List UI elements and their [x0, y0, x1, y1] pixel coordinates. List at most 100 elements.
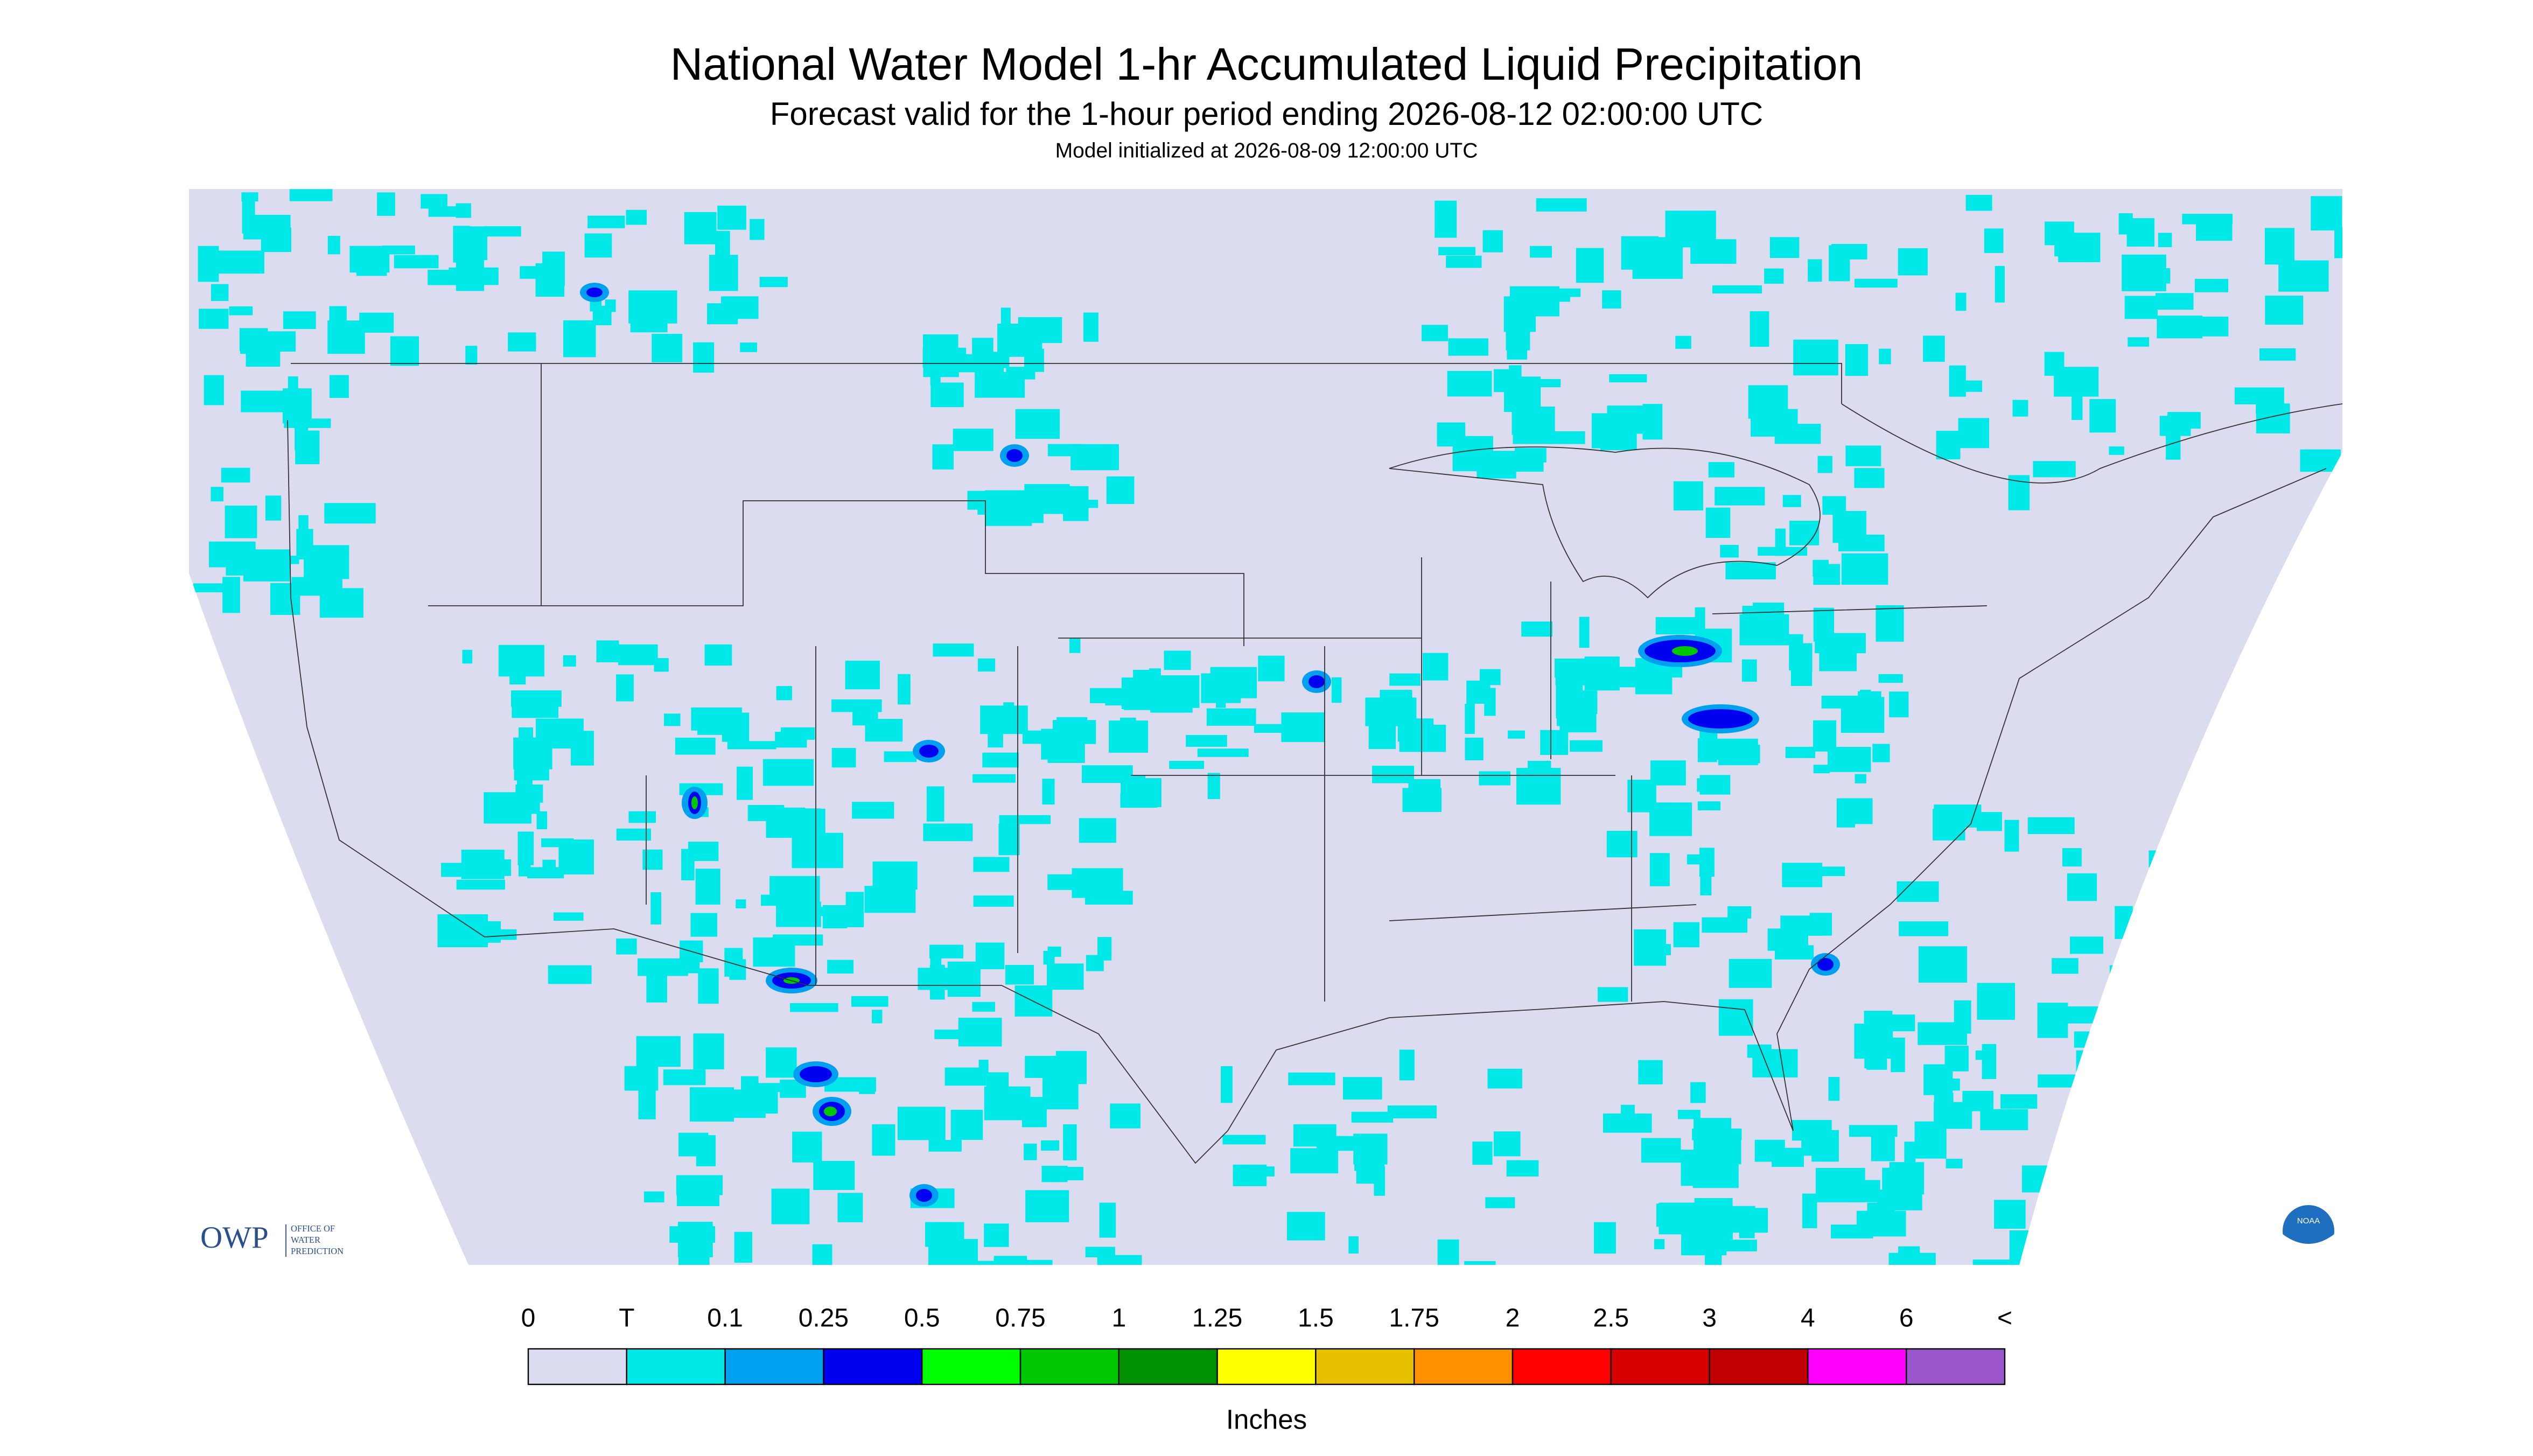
colorbar-label: 4: [1801, 1304, 1815, 1333]
precip-cell: [1591, 413, 1630, 449]
precip-cell: [813, 1160, 855, 1191]
precip-cell: [1310, 713, 1320, 735]
color-box: [1512, 1348, 1612, 1385]
color-box: [1807, 1348, 1907, 1385]
precip-cell: [1479, 771, 1511, 786]
precip-cell: [1808, 259, 1822, 282]
precip-cell: [283, 311, 316, 330]
precip-cell: [1708, 524, 1719, 534]
boundaries: [287, 363, 2342, 1164]
precip-cell: [1081, 500, 1098, 508]
precip-cell: [690, 913, 717, 937]
precip-cell: [211, 487, 223, 502]
precip-cell: [851, 996, 888, 1007]
precip-cell: [2033, 461, 2076, 478]
precip-cell: [1769, 237, 1800, 258]
precip-core: [1309, 675, 1325, 689]
precip-cell: [837, 1193, 863, 1222]
precip-cell: [1201, 673, 1241, 703]
precip-cell: [1438, 247, 1476, 256]
precip-cell: [930, 382, 964, 408]
subtitle: Forecast valid for the 1-hour period end…: [770, 96, 1763, 132]
precip-cell: [1782, 495, 1801, 507]
precip-cell: [918, 968, 964, 990]
precip-cell: [1836, 798, 1855, 828]
colorbar: 0 T 0.1 0.25 0.5 0.75 1 1.25 1.5 1.75 2 2.5 3 4 6 <: [521, 1304, 2012, 1385]
precip-cell: [1832, 510, 1866, 543]
precip-cell: [584, 233, 612, 258]
precip-cell: [288, 376, 298, 395]
precip-cell: [1649, 802, 1692, 836]
precip-cell: [1690, 1082, 1706, 1103]
precip-cell: [1288, 1072, 1335, 1086]
precip-cell: [998, 823, 1020, 856]
precip-cell: [1041, 729, 1080, 760]
precip-cell: [2194, 278, 2229, 292]
precip-cell: [462, 649, 473, 664]
precip-cell: [2180, 316, 2229, 337]
precip-cell: [1904, 1142, 1916, 1177]
precip-cell: [650, 892, 662, 925]
precip-cell: [540, 697, 552, 711]
precip-cell: [1041, 1140, 1059, 1151]
precip-cell: [2027, 817, 2075, 835]
precip-cell: [693, 1033, 724, 1069]
precip-cell: [1994, 1200, 2026, 1229]
precip-cell: [2012, 400, 2028, 417]
precip-cell: [2057, 227, 2073, 243]
precip-cell: [1509, 286, 1559, 317]
precip-cell: [872, 1124, 895, 1156]
precip-cell: [484, 226, 521, 237]
precip-cell: [775, 731, 807, 748]
precip-cell: [241, 192, 258, 202]
precip-cell: [1380, 690, 1412, 702]
precip-core: [800, 1066, 832, 1083]
precip-cell: [766, 1047, 797, 1078]
precip-cell: [977, 658, 996, 672]
precip-cell: [1813, 720, 1837, 752]
precip-core: [586, 288, 603, 298]
precip-cell: [1649, 853, 1670, 886]
precip-cell: [747, 804, 785, 821]
precip-cell: [663, 1069, 706, 1086]
precip-cell: [2128, 337, 2150, 347]
precip-cell: [753, 937, 795, 967]
precip-cell: [1897, 881, 1939, 902]
precip-cell: [709, 255, 738, 291]
precip-cell: [928, 1140, 962, 1152]
precip-cell: [1054, 1167, 1083, 1180]
precip-cell: [695, 869, 720, 905]
precip-cell: [1995, 1260, 2046, 1265]
precip-cell: [225, 505, 257, 538]
init-note: Model initialized at 2026-08-09 12:00:00…: [1055, 139, 1478, 162]
precip-cell: [1772, 1147, 1804, 1167]
precip-cell: [1872, 744, 1890, 762]
precip-cell: [1715, 487, 1765, 506]
precip-cell: [441, 863, 464, 877]
precip-core: [919, 745, 939, 758]
precip-cell: [1055, 1051, 1087, 1084]
precip-cell: [2259, 348, 2296, 361]
precip-cell: [1482, 230, 1503, 253]
precip-cell: [1351, 1111, 1394, 1123]
precip-cell: [1465, 704, 1475, 734]
precip-cell: [2109, 446, 2124, 455]
precip-cell: [736, 766, 753, 800]
precip-cell: [978, 1060, 989, 1077]
precip-cell: [1702, 917, 1748, 933]
precip-cell: [1485, 1197, 1515, 1208]
precip-cell: [930, 370, 941, 386]
color-box: [724, 1348, 824, 1385]
precip-cell: [226, 566, 250, 576]
precip-cell: [1640, 944, 1671, 955]
precip-cell: [980, 705, 1028, 734]
precip-cell: [1121, 677, 1147, 710]
precip-cell: [1934, 804, 1982, 828]
precip-cell: [2072, 395, 2083, 420]
precip-cell: [1673, 481, 1703, 510]
precip-cell: [1504, 376, 1541, 412]
precip-cell: [199, 309, 229, 329]
precip-cell: [845, 660, 880, 690]
precip-cell: [570, 731, 594, 766]
